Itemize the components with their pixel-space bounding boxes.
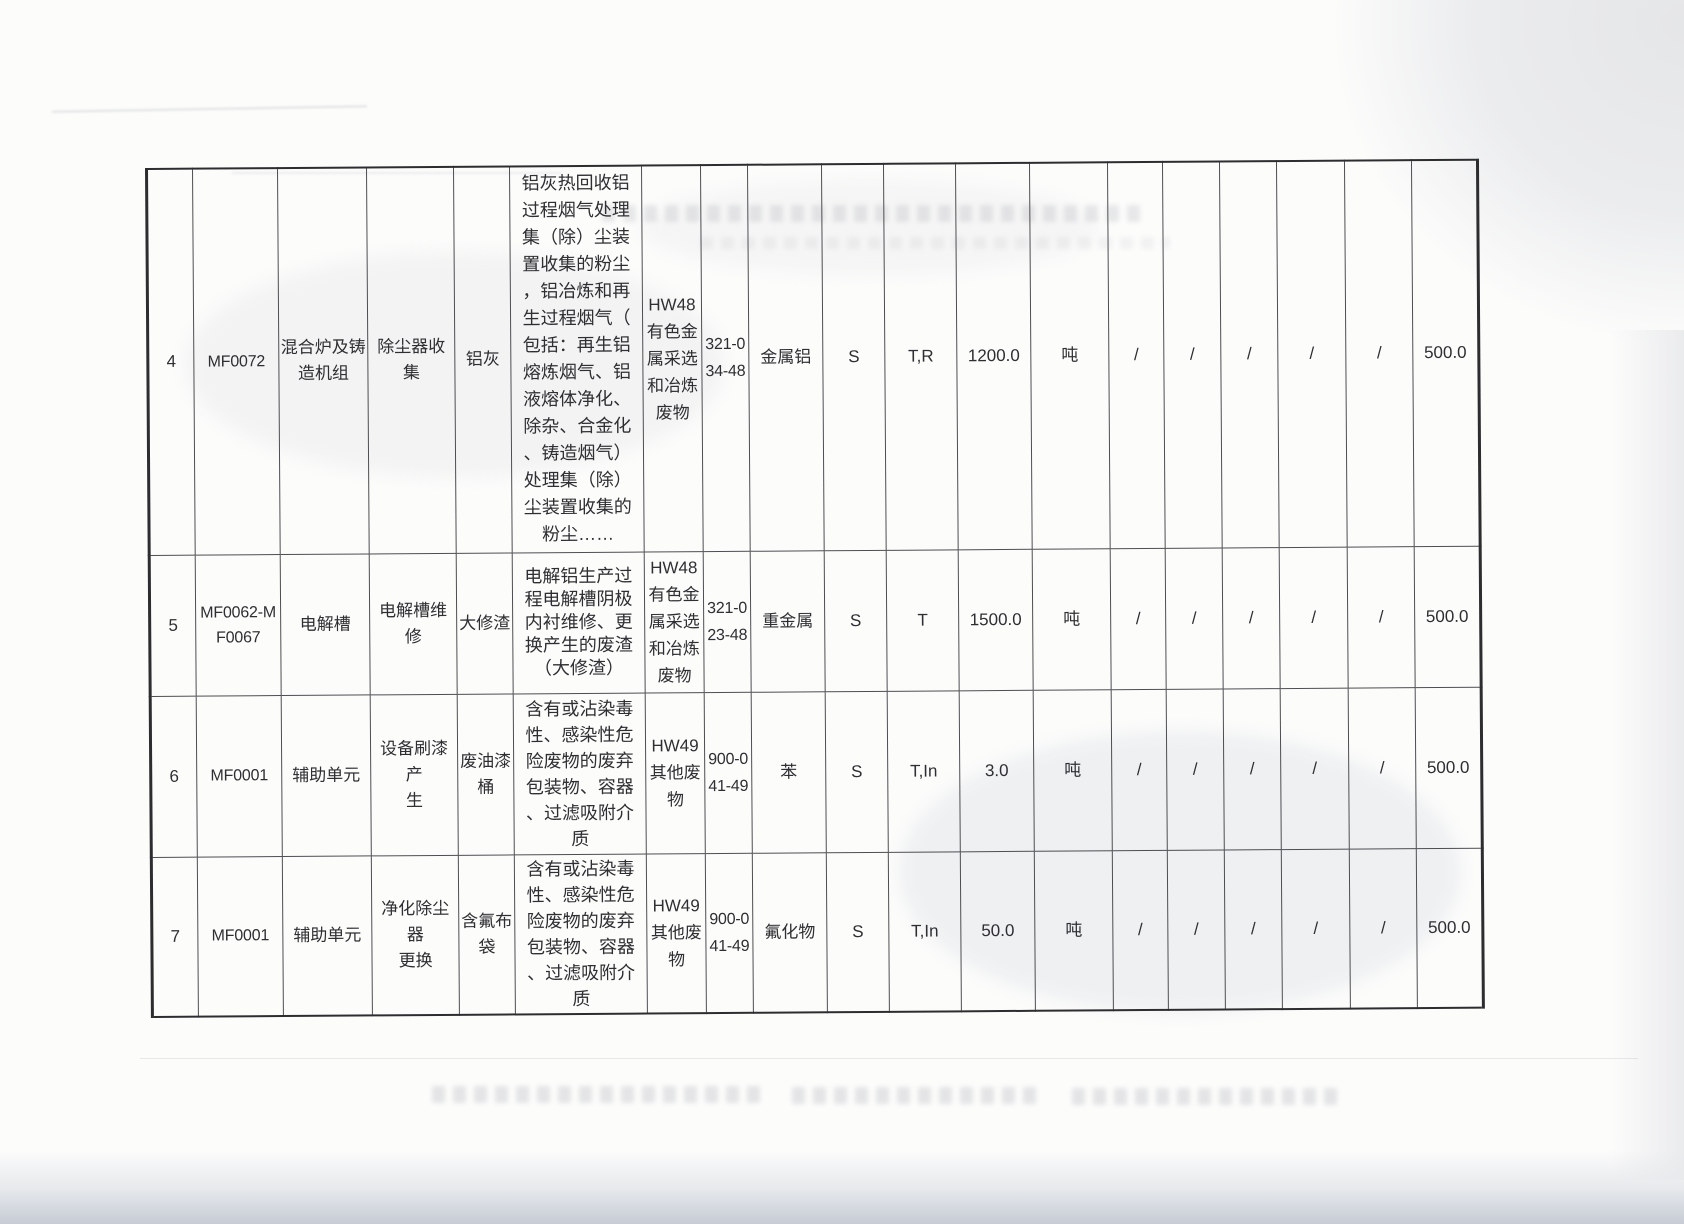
bleedthrough-blob [640, 180, 1100, 275]
cell-hw_category: HW49 其他废 物 [646, 853, 707, 1014]
cell-hazard_traits: T [886, 549, 960, 691]
cell-d2: / [1162, 161, 1223, 548]
cell-d3: / [1223, 688, 1282, 850]
cell-d5: / [1348, 687, 1417, 849]
cell-quota: 500.0 [1415, 686, 1483, 849]
cell-facility: 辅助单元 [281, 694, 372, 857]
cell-waste_code: 900-0 41-49 [704, 691, 753, 854]
bleedthrough-blob [900, 732, 1460, 1012]
table-row-6: 6 MF0001 辅助单元 设备刷漆产 生废油漆 桶含有或沾染毒 性、感染性危 险废物… [150, 686, 1483, 857]
cell-process: 除尘器收集 [366, 166, 457, 554]
cell-seq: 7 [151, 856, 199, 1017]
cell-code: MF0072 [192, 168, 281, 555]
cell-main_component: 氟化物 [752, 852, 828, 1013]
cell-seq: 4 [146, 168, 196, 555]
cell-code: MF0001 [197, 856, 284, 1017]
cell-waste_name: 铝灰 [453, 166, 513, 553]
cell-d4: / [1280, 687, 1350, 850]
bleedthrough-text-band [1072, 1088, 1340, 1105]
cell-waste_code: 321-0 23-48 [703, 550, 752, 693]
cell-waste_code: 321-0 34-48 [700, 164, 751, 552]
table-row-5: 5 MF0062-M F0067 电解槽 电解槽维修 大修渣 电解铝生产过 程电解槽阴极 … [149, 545, 1482, 696]
cell-d4: / [1281, 848, 1351, 1010]
cell-unit: 吨 [1034, 850, 1114, 1011]
bleedthrough-text-band [432, 1086, 762, 1103]
cell-quota: 500.0 [1411, 159, 1481, 547]
cell-physical_state: S [824, 549, 888, 692]
cell-hazard_traits: T,R [883, 163, 959, 550]
cell-d2: / [1167, 849, 1226, 1010]
cell-code: MF0062-M F0067 [195, 554, 282, 696]
cell-main_component: 金属铝 [747, 164, 825, 551]
cell-physical_state: S [825, 690, 889, 853]
table-row-7: 7 MF0001 辅助单元 净化除尘器 更换 含氟布 袋含有或沾染毒 性、感染性危 险废… [151, 847, 1484, 1017]
bleedthrough-text-band [792, 1087, 1040, 1104]
cell-quantity: 3.0 [959, 689, 1035, 852]
cell-quantity: 1500.0 [958, 548, 1034, 691]
cell-d1: / [1110, 547, 1167, 690]
cell-waste_name: 含氟布 袋 [458, 854, 516, 1015]
cell-d1: / [1112, 849, 1169, 1011]
cell-d5: / [1347, 546, 1416, 688]
cell-d1: / [1107, 161, 1166, 549]
bleedthrough-text-band [602, 205, 1142, 222]
scan-shadow-bottom-edge [0, 1150, 1684, 1224]
cell-description: 含有或沾染毒 性、感染性危 险废物的废弃 包装物、容器 、过滤吸附介 质 [514, 853, 648, 1015]
cell-d3: / [1222, 547, 1281, 689]
cell-d5: / [1344, 160, 1415, 547]
cell-facility: 电解槽 [280, 553, 371, 696]
cell-process: 电解槽维修 [369, 552, 458, 695]
cell-seq: 5 [149, 554, 197, 696]
cell-quantity: 50.0 [960, 850, 1036, 1012]
bleedthrough-text-band [700, 237, 1170, 249]
cell-waste_code: 900-0 41-49 [705, 852, 754, 1014]
hazardous-waste-table: 4 MF0072 混合炉及铸 造机组 除尘器收集 铝灰 铝灰热回收铝 过程烟气处理 集（除… [145, 158, 1485, 1018]
cell-hw_category: HW49 其他废 物 [645, 692, 706, 854]
cell-d3: / [1219, 161, 1280, 548]
cell-hw_category: HW48 有色金 属采选 和冶炼 废物 [644, 551, 705, 693]
cell-process: 净化除尘器 更换 [371, 854, 460, 1016]
cell-code: MF0001 [196, 695, 283, 857]
waste-table-body: 4 MF0072 混合炉及铸 造机组 除尘器收集 铝灰 铝灰热回收铝 过程烟气处理 集（除… [146, 159, 1484, 1017]
scan-shadow-top-right [1274, 0, 1684, 390]
cell-hw_category: HW48 有色金 属采选 和冶炼 废物 [641, 165, 704, 552]
cell-quota: 500.0 [1416, 847, 1484, 1009]
cell-quota: 500.0 [1414, 545, 1482, 688]
cell-waste_name: 大修渣 [456, 552, 514, 694]
cell-hazard_traits: T,In [887, 690, 961, 852]
cell-seq: 6 [150, 695, 198, 857]
cell-d2: / [1166, 688, 1225, 850]
cell-d5: / [1349, 848, 1418, 1009]
table-row-4: 4 MF0072 混合炉及铸 造机组 除尘器收集 铝灰 铝灰热回收铝 过程烟气处理 集（除… [146, 159, 1481, 555]
bleedthrough-blob [185, 252, 725, 477]
cell-d3: / [1224, 849, 1283, 1010]
cell-description: 铝灰热回收铝 过程烟气处理 集（除）尘装 置收集的粉尘 ，铝冶炼和再 生过程烟气… [509, 165, 645, 553]
cell-main_component: 苯 [751, 691, 827, 853]
cell-physical_state: S [826, 851, 890, 1013]
cell-quantity: 1200.0 [955, 162, 1033, 550]
cell-main_component: 重金属 [750, 550, 826, 692]
cell-unit: 吨 [1033, 689, 1113, 851]
cell-unit: 吨 [1032, 548, 1112, 690]
paper-crease [52, 105, 367, 113]
cell-process: 设备刷漆产 生 [370, 693, 459, 856]
cell-d4: / [1279, 546, 1349, 689]
cell-facility: 混合炉及铸 造机组 [277, 167, 370, 555]
cell-hazard_traits: T,In [888, 851, 962, 1012]
cell-unit: 吨 [1029, 162, 1111, 549]
cell-description: 含有或沾染毒 性、感染性危 险废物的废弃 包装物、容器 、过滤吸附介 质 [513, 692, 647, 855]
scan-shadow-right-edge [1598, 330, 1684, 1180]
cell-waste_name: 废油漆 桶 [457, 693, 515, 855]
paper-crease [232, 172, 562, 174]
cell-facility: 辅助单元 [282, 855, 373, 1017]
cell-d4: / [1276, 160, 1348, 548]
cell-d2: / [1165, 547, 1224, 689]
table-wrapper: 4 MF0072 混合炉及铸 造机组 除尘器收集 铝灰 铝灰热回收铝 过程烟气处理 集（除… [145, 158, 1485, 1018]
faint-rule-line [140, 1058, 1638, 1059]
cell-d1: / [1111, 688, 1168, 851]
cell-physical_state: S [821, 163, 887, 551]
cell-description: 电解铝生产过 程电解槽阴极 内衬维修、更 换产生的废渣 （大修渣） [512, 551, 646, 694]
